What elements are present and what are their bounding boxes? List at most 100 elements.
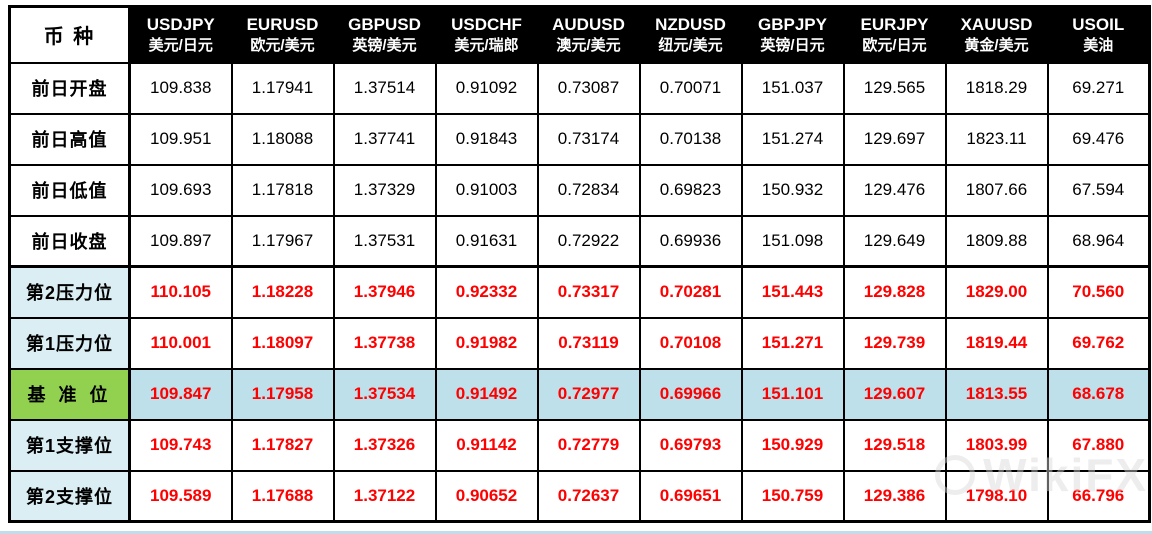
value-cell: 0.70138 bbox=[638, 112, 743, 166]
table-row: 前日开盘 109.838 1.17941 1.37514 0.91092 0.73087 0… bbox=[8, 61, 1151, 115]
column-header-usdchf: USDCHF 美元/瑞郎 bbox=[434, 5, 539, 64]
value-cell: 1829.00 bbox=[944, 265, 1049, 319]
value-cell: 0.69793 bbox=[638, 418, 743, 472]
value-cell: 151.274 bbox=[740, 112, 845, 166]
value-cell: 129.386 bbox=[842, 469, 947, 523]
value-cell: 110.001 bbox=[128, 316, 233, 370]
value-cell: 129.739 bbox=[842, 316, 947, 370]
value-cell: 110.105 bbox=[128, 265, 233, 319]
value-cell: 1823.11 bbox=[944, 112, 1049, 166]
value-cell: 0.72834 bbox=[536, 163, 641, 217]
value-cell: 69.762 bbox=[1046, 316, 1151, 370]
header-row: 币 种 USDJPY 美元/日元 EURUSD 欧元/美元 GBPUSD 英镑/美元 USD… bbox=[8, 5, 1151, 64]
value-cell: 129.828 bbox=[842, 265, 947, 319]
value-cell: 1.37514 bbox=[332, 61, 437, 115]
value-cell: 0.72637 bbox=[536, 469, 641, 523]
row-label: 基 准 位 bbox=[8, 367, 131, 421]
value-cell: 66.796 bbox=[1046, 469, 1151, 523]
table-row: 基 准 位 109.847 1.17958 1.37534 0.91492 0.72977… bbox=[8, 367, 1151, 421]
value-cell: 0.91843 bbox=[434, 112, 539, 166]
value-cell: 1.18097 bbox=[230, 316, 335, 370]
value-cell: 109.838 bbox=[128, 61, 233, 115]
value-cell: 69.476 bbox=[1046, 112, 1151, 166]
value-cell: 68.964 bbox=[1046, 214, 1151, 268]
value-cell: 129.518 bbox=[842, 418, 947, 472]
value-cell: 0.73317 bbox=[536, 265, 641, 319]
value-cell: 1.37329 bbox=[332, 163, 437, 217]
value-cell: 0.72922 bbox=[536, 214, 641, 268]
column-symbol: AUDUSD bbox=[552, 14, 625, 34]
fx-pivot-table: 币 种 USDJPY 美元/日元 EURUSD 欧元/美元 GBPUSD 英镑/美元 USD… bbox=[8, 5, 1151, 523]
value-cell: 129.565 bbox=[842, 61, 947, 115]
column-header-xauusd: XAUUSD 黄金/美元 bbox=[944, 5, 1049, 64]
value-cell: 151.443 bbox=[740, 265, 845, 319]
table-row: 第1压力位 110.001 1.18097 1.37738 0.91982 0.73119… bbox=[8, 316, 1151, 370]
column-symbol: NZDUSD bbox=[655, 14, 726, 34]
value-cell: 1.17818 bbox=[230, 163, 335, 217]
value-cell: 129.697 bbox=[842, 112, 947, 166]
value-cell: 151.098 bbox=[740, 214, 845, 268]
value-cell: 109.897 bbox=[128, 214, 233, 268]
row-label: 第2压力位 bbox=[8, 265, 131, 319]
column-name-cn: 欧元/日元 bbox=[862, 37, 927, 54]
row-label: 第2支撑位 bbox=[8, 469, 131, 523]
value-cell: 0.73119 bbox=[536, 316, 641, 370]
value-cell: 1.18228 bbox=[230, 265, 335, 319]
column-symbol: GBPUSD bbox=[348, 14, 421, 34]
value-cell: 1.37531 bbox=[332, 214, 437, 268]
value-cell: 1803.99 bbox=[944, 418, 1049, 472]
column-symbol: EURUSD bbox=[246, 14, 319, 34]
column-name-cn: 澳元/美元 bbox=[556, 37, 621, 54]
value-cell: 1809.88 bbox=[944, 214, 1049, 268]
value-cell: 0.72977 bbox=[536, 367, 641, 421]
bottom-accent-bar bbox=[0, 531, 1152, 534]
value-cell: 109.847 bbox=[128, 367, 233, 421]
column-symbol: USOIL bbox=[1072, 14, 1125, 34]
value-cell: 109.693 bbox=[128, 163, 233, 217]
table-row: 前日高值 109.951 1.18088 1.37741 0.91843 0.73174 0… bbox=[8, 112, 1151, 166]
value-cell: 1.37534 bbox=[332, 367, 437, 421]
table-row: 第1支撑位 109.743 1.17827 1.37326 0.91142 0.72779… bbox=[8, 418, 1151, 472]
column-header-audusd: AUDUSD 澳元/美元 bbox=[536, 5, 641, 64]
value-cell: 0.70071 bbox=[638, 61, 743, 115]
value-cell: 1.17688 bbox=[230, 469, 335, 523]
value-cell: 1.37741 bbox=[332, 112, 437, 166]
table-row: 前日收盘 109.897 1.17967 1.37531 0.91631 0.72922 0… bbox=[8, 214, 1151, 268]
table-row: 第2支撑位 109.589 1.17688 1.37122 0.90652 0.72637… bbox=[8, 469, 1151, 523]
value-cell: 150.929 bbox=[740, 418, 845, 472]
row-label: 前日开盘 bbox=[8, 61, 131, 115]
value-cell: 0.91631 bbox=[434, 214, 539, 268]
column-header-eurusd: EURUSD 欧元/美元 bbox=[230, 5, 335, 64]
column-name-cn: 英镑/美元 bbox=[352, 37, 417, 54]
value-cell: 0.72779 bbox=[536, 418, 641, 472]
column-header-gbpusd: GBPUSD 英镑/美元 bbox=[332, 5, 437, 64]
value-cell: 1.17958 bbox=[230, 367, 335, 421]
value-cell: 1813.55 bbox=[944, 367, 1049, 421]
value-cell: 1818.29 bbox=[944, 61, 1049, 115]
column-name-cn: 欧元/美元 bbox=[250, 37, 315, 54]
column-header-nzdusd: NZDUSD 纽元/美元 bbox=[638, 5, 743, 64]
value-cell: 0.69823 bbox=[638, 163, 743, 217]
value-cell: 68.678 bbox=[1046, 367, 1151, 421]
table-row: 第2压力位 110.105 1.18228 1.37946 0.92332 0.73317… bbox=[8, 265, 1151, 319]
corner-header: 币 种 bbox=[8, 5, 131, 64]
value-cell: 151.101 bbox=[740, 367, 845, 421]
column-name-cn: 黄金/美元 bbox=[964, 37, 1029, 54]
value-cell: 0.73087 bbox=[536, 61, 641, 115]
column-header-eurjpy: EURJPY 欧元/日元 bbox=[842, 5, 947, 64]
value-cell: 0.90652 bbox=[434, 469, 539, 523]
value-cell: 1.37738 bbox=[332, 316, 437, 370]
column-header-usdjpy: USDJPY 美元/日元 bbox=[128, 5, 233, 64]
value-cell: 1.17967 bbox=[230, 214, 335, 268]
column-name-cn: 英镑/日元 bbox=[760, 37, 825, 54]
value-cell: 0.69651 bbox=[638, 469, 743, 523]
value-cell: 109.589 bbox=[128, 469, 233, 523]
pivot-table-container: 币 种 USDJPY 美元/日元 EURUSD 欧元/美元 GBPUSD 英镑/美元 USD… bbox=[8, 5, 1151, 523]
value-cell: 0.91492 bbox=[434, 367, 539, 421]
value-cell: 0.92332 bbox=[434, 265, 539, 319]
value-cell: 0.70281 bbox=[638, 265, 743, 319]
row-label: 前日低值 bbox=[8, 163, 131, 217]
column-name-cn: 美元/日元 bbox=[148, 37, 213, 54]
value-cell: 0.91092 bbox=[434, 61, 539, 115]
column-symbol: USDCHF bbox=[451, 14, 522, 34]
